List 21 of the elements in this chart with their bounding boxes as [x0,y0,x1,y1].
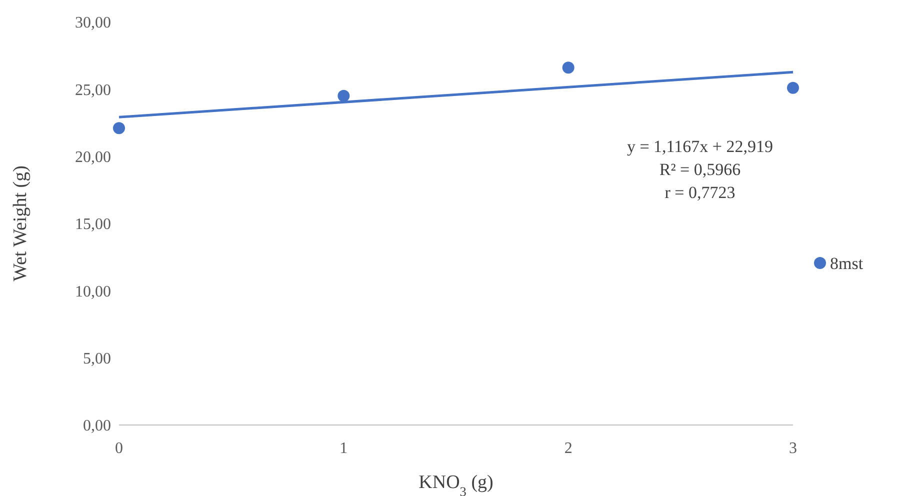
point [562,62,574,74]
annotation: r = 0,7723 [664,183,736,202]
y-tick-label: 20,00 [75,148,111,166]
point [113,122,125,134]
y-tick-label: 10,00 [75,283,111,300]
y-tick-label: 0,00 [83,418,111,435]
x-tick-label: 3 [789,440,797,457]
y-tick-label: 25,00 [75,82,111,99]
point [787,82,799,94]
annotation: R² = 0,5966 [659,160,741,179]
x-tick-label: 0 [115,440,123,457]
y-tick-label: 15,00 [75,216,111,234]
y-tick-label: 5,00 [83,350,111,368]
annotation: y = 1,1167x + 22,919 [626,137,774,156]
y-tick-label: 30,00 [75,14,111,32]
x-axis-title: KNO$_{3}$ (g) [418,472,494,496]
point [338,90,350,102]
x-tick-label: 1 [340,440,348,457]
x-tick-label: 2 [564,440,572,457]
y-axis-title: Wet Weight (g) [10,166,31,282]
legend-label: 8mst [830,254,864,273]
